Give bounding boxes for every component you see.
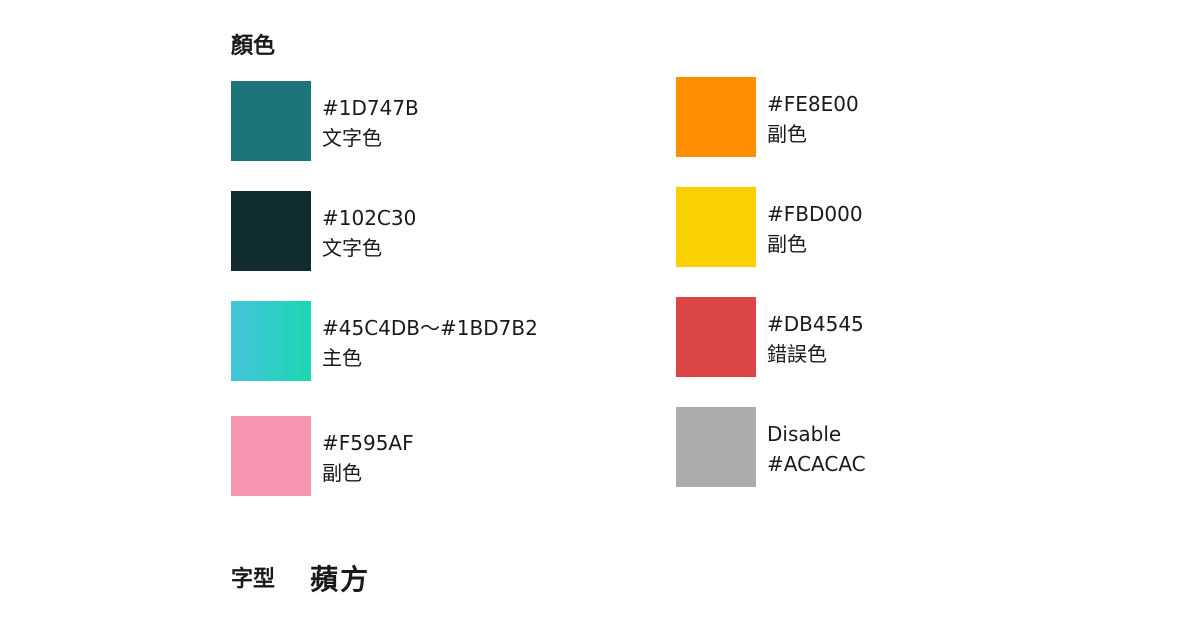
color-role: 文字色: [322, 236, 382, 260]
typography-row: 字型 蘋方: [231, 562, 370, 598]
typography-font-name: 蘋方: [310, 563, 371, 596]
color-hex: #FE8E00: [767, 92, 859, 116]
color-role: 副色: [767, 122, 807, 146]
color-role: Disable: [767, 422, 842, 446]
color-hex: #F595AF: [322, 431, 414, 455]
color-swatch: [676, 77, 756, 157]
color-role: 文字色: [322, 126, 382, 150]
color-hex: #DB4545: [767, 312, 864, 336]
color-hex: #102C30: [322, 206, 417, 230]
color-swatch: [231, 301, 311, 381]
color-swatch: [676, 187, 756, 267]
color-role: 副色: [322, 461, 362, 485]
color-swatch: [676, 407, 756, 487]
color-hex: #1D747B: [322, 96, 419, 120]
typography-label: 字型: [231, 567, 276, 592]
color-role: 主色: [322, 346, 362, 370]
color-section-title: 顏色: [231, 34, 276, 59]
color-hex: #FBD000: [767, 202, 863, 226]
color-swatch: [231, 416, 311, 496]
color-swatch: [676, 297, 756, 377]
color-role: 副色: [767, 232, 807, 256]
color-role: 錯誤色: [767, 342, 827, 366]
color-swatch: [231, 81, 311, 161]
color-hex: #45C4DB～#1BD7B2: [322, 316, 538, 340]
color-hex: #ACACAC: [767, 452, 866, 476]
color-swatch: [231, 191, 311, 271]
